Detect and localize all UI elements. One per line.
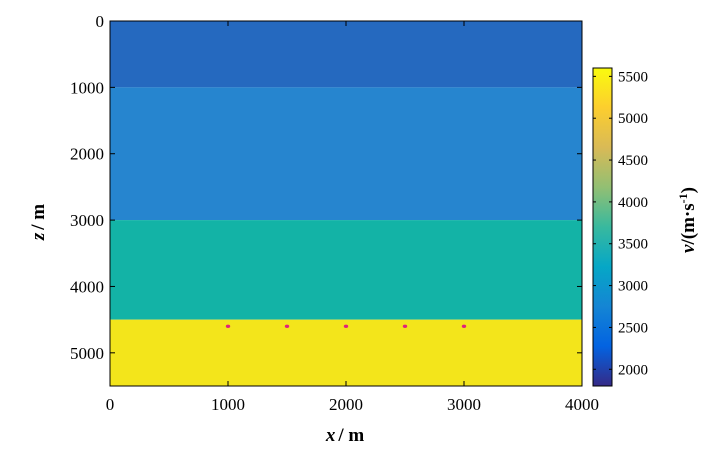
source-marker — [343, 324, 349, 328]
velocity-layer-3 — [110, 220, 582, 320]
x-tick-label: 3000 — [447, 395, 481, 414]
y-axis-label: z/ m — [28, 204, 49, 241]
colorbar-tick-label: 2500 — [618, 320, 648, 336]
x-tick-label: 1000 — [211, 395, 245, 414]
x-axis-ticks: 0 1000 2000 3000 4000 — [106, 21, 599, 414]
source-marker — [225, 324, 231, 328]
colorbar-label: v/(m·s-1) — [676, 187, 699, 253]
velocity-layer-1 — [110, 21, 582, 88]
colorbar-tick-label: 3500 — [618, 237, 648, 253]
colorbar-tick-label: 2000 — [618, 362, 648, 378]
y-tick-label: 0 — [96, 12, 105, 31]
colorbar-tick-label: 3000 — [618, 279, 648, 295]
y-tick-label: 1000 — [70, 78, 104, 97]
x-tick-label: 0 — [106, 395, 115, 414]
velocity-layers — [110, 21, 582, 386]
x-tick-label: 2000 — [329, 395, 363, 414]
x-axis-label: x / m — [325, 425, 365, 446]
source-marker — [284, 324, 290, 328]
velocity-layer-2 — [110, 87, 582, 221]
source-marker — [402, 324, 408, 328]
y-tick-label: 2000 — [70, 145, 104, 164]
colorbar-ticks: 2000 2500 3000 3500 4000 4500 5000 5500 — [593, 69, 648, 378]
y-axis-ticks: 0 1000 2000 3000 4000 5000 — [70, 12, 582, 363]
source-markers — [225, 324, 467, 328]
y-tick-label: 3000 — [70, 211, 104, 230]
source-marker — [461, 324, 467, 328]
y-tick-label: 5000 — [70, 344, 104, 363]
colorbar-tick-label: 5500 — [618, 69, 648, 85]
velocity-layer-4 — [110, 319, 582, 386]
x-tick-label: 4000 — [565, 395, 599, 414]
colorbar-tick-label: 4500 — [618, 153, 648, 169]
colorbar-tick-label: 5000 — [618, 111, 648, 127]
colorbar — [592, 67, 613, 387]
y-tick-label: 4000 — [70, 277, 104, 296]
colorbar-tick-label: 4000 — [618, 195, 648, 211]
